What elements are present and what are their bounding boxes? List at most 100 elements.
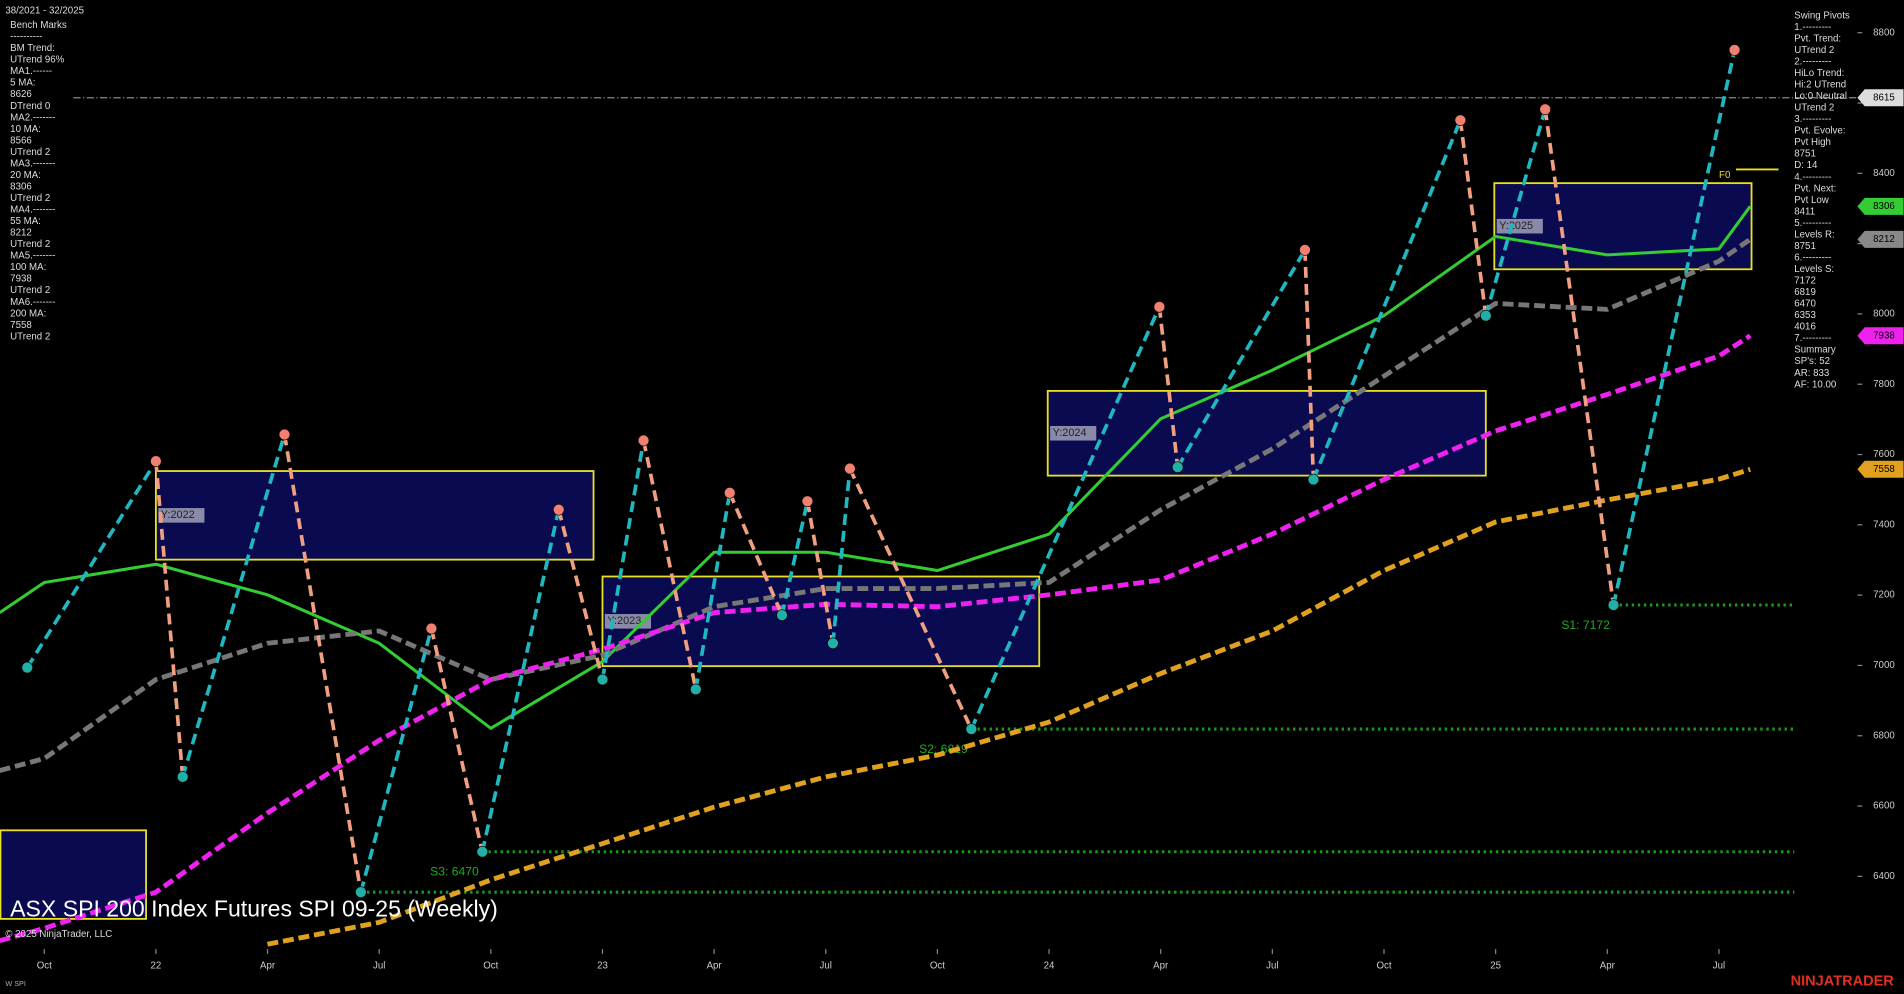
pivot-swing xyxy=(1484,108,1547,317)
x-tick-label: 22 xyxy=(150,961,161,972)
pivot-point xyxy=(1307,473,1320,486)
pivot-point xyxy=(690,683,702,696)
y-tick-label: 7600 xyxy=(1873,449,1895,460)
y-tick-label: 7800 xyxy=(1873,379,1895,390)
y-tick-label: 6400 xyxy=(1873,871,1895,882)
pivot-point xyxy=(176,771,189,783)
swing-pivot-line: 8751 xyxy=(1794,149,1816,160)
pivot-point xyxy=(476,845,489,858)
bench-mark-line: 8566 xyxy=(10,135,32,146)
bench-mark-line: MA6.------- xyxy=(10,297,55,308)
pivot-swing xyxy=(1543,109,1616,606)
pivot-swing xyxy=(1176,249,1307,469)
x-tick-label: 24 xyxy=(1044,961,1055,972)
x-tick-label: Oct xyxy=(483,961,498,972)
price-tag xyxy=(1857,89,1904,107)
pivot-swing xyxy=(180,433,287,778)
pivot-point xyxy=(637,434,650,447)
pivot-point xyxy=(278,428,291,441)
bench-mark-line: DTrend 0 xyxy=(10,101,51,112)
pivot-swing xyxy=(1311,119,1463,481)
bench-mark-line: MA4.------- xyxy=(10,205,55,216)
swing-pivot-line: 6470 xyxy=(1794,299,1816,310)
support-label: S2: 6819 xyxy=(919,742,968,756)
price-tag-label: 7938 xyxy=(1873,330,1895,341)
pivot-point xyxy=(150,455,162,467)
bench-mark-line: UTrend 2 xyxy=(10,147,50,158)
swing-pivot-line: Levels R: xyxy=(1794,229,1834,240)
swing-pivot-line: 4.--------- xyxy=(1794,172,1831,183)
support-label: S3: 6470 xyxy=(430,865,479,879)
bench-mark-line: 5 MA: xyxy=(10,78,35,89)
x-tick-label: Oct xyxy=(1376,961,1391,972)
x-tick-label: 23 xyxy=(597,961,608,972)
pivot-point xyxy=(776,609,788,621)
swing-pivot-line: 3.--------- xyxy=(1794,114,1831,125)
bench-mark-line: BM Trend: xyxy=(10,43,55,54)
swing-pivot-line: Swing Pivots xyxy=(1794,10,1850,21)
year-label: Y:2024 xyxy=(1053,427,1087,439)
bench-mark-line: 8626 xyxy=(10,89,32,100)
moving-average xyxy=(0,205,1752,730)
moving-average xyxy=(0,237,1752,773)
price-tag-label: 8306 xyxy=(1873,201,1895,212)
pivot-point xyxy=(1171,461,1184,473)
pivot-point xyxy=(844,462,856,475)
pivot-point xyxy=(425,622,438,635)
bench-mark-line: 8212 xyxy=(10,228,32,239)
bench-mark-line: 55 MA: xyxy=(10,216,41,227)
pivot-point xyxy=(1480,309,1492,322)
swing-pivot-line: D: 14 xyxy=(1794,160,1818,171)
bench-mark-line: ---------- xyxy=(10,32,42,43)
x-tick-label: Apr xyxy=(260,961,276,972)
price-tag-label: 8615 xyxy=(1873,92,1895,103)
swing-pivot-line: 7172 xyxy=(1794,276,1816,287)
pivot-swing xyxy=(1611,49,1737,606)
chart-title: ASX SPI 200 Index Futures SPI 09-25 (Wee… xyxy=(10,895,498,921)
year-range-box xyxy=(1046,389,1487,477)
pivot-point xyxy=(596,673,609,686)
pivot-point xyxy=(1153,301,1166,313)
f0-label: F0 xyxy=(1719,170,1731,181)
pivot-swing xyxy=(969,306,1162,730)
bench-mark-line: 7938 xyxy=(10,274,32,285)
year-label: Y:2023 xyxy=(607,615,641,627)
pivot-point xyxy=(1539,103,1551,116)
pivot-swing xyxy=(282,434,363,893)
y-tick-label: 7000 xyxy=(1873,660,1895,671)
copyright: © 2025 NinjaTrader, LLC xyxy=(5,929,112,940)
bench-mark-line: UTrend 96% xyxy=(10,55,64,66)
y-tick-label: 8400 xyxy=(1873,168,1895,179)
swing-pivot-line: Summary xyxy=(1794,345,1836,356)
x-tick-label: Oct xyxy=(37,961,52,972)
pivot-swing xyxy=(848,467,974,730)
pivot-point xyxy=(355,886,367,898)
bench-mark-line: 10 MA: xyxy=(10,124,41,135)
swing-pivot-line: 2.--------- xyxy=(1794,56,1831,67)
year-label-bg xyxy=(158,508,205,523)
swing-pivot-line: SP's: 52 xyxy=(1794,356,1830,367)
pivot-point xyxy=(801,495,814,508)
swing-pivot-line: Pvt Low xyxy=(1794,195,1829,206)
pivot-point xyxy=(1607,599,1620,611)
swing-pivot-line: Levels S: xyxy=(1794,264,1834,275)
y-tick-label: 8000 xyxy=(1873,308,1895,319)
moving-average xyxy=(267,467,1751,947)
moving-average xyxy=(0,333,1752,944)
pivot-swing xyxy=(1157,306,1180,468)
price-tag xyxy=(1857,230,1904,248)
swing-pivot-line: 6.--------- xyxy=(1794,252,1831,263)
swing-pivot-line: 4016 xyxy=(1794,322,1816,333)
price-tag-label: 7558 xyxy=(1873,464,1895,475)
swing-pivot-line: 1.--------- xyxy=(1794,22,1831,33)
swing-pivot-line: UTrend 2 xyxy=(1794,103,1834,114)
bench-mark-line: MA2.------- xyxy=(10,112,55,123)
x-tick-label: Jul xyxy=(820,961,832,972)
pivot-point xyxy=(1454,114,1467,126)
pivot-swing xyxy=(1303,249,1316,480)
pivot-point xyxy=(827,637,839,650)
support-label: S1: 7172 xyxy=(1561,618,1610,632)
bench-mark-line: Bench Marks xyxy=(10,20,67,31)
pivot-point xyxy=(723,487,736,499)
